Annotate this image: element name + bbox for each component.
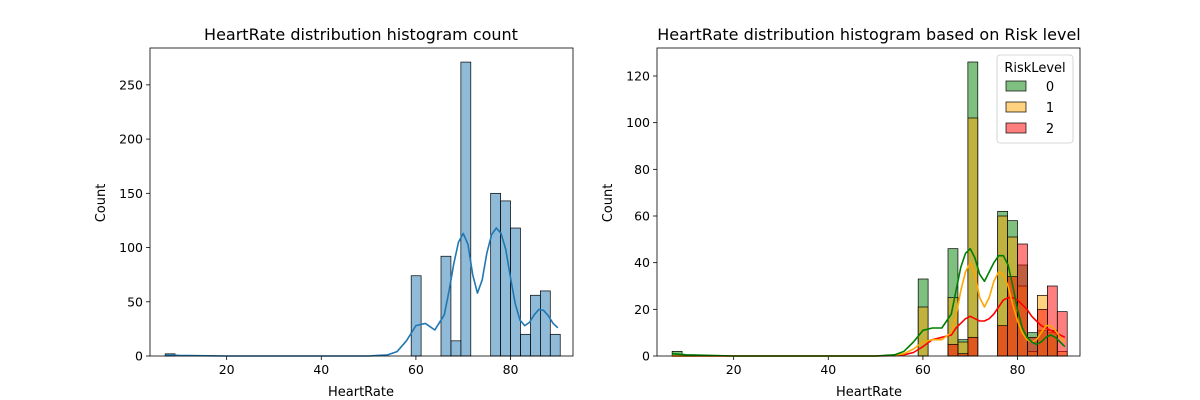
y-axis-label: Count (94, 184, 109, 223)
histogram-bar (490, 192, 501, 357)
x-axis-label: HeartRate (836, 385, 902, 400)
plot-area: 20 40 60 80 0 50 100 150 200 250 (119, 47, 574, 377)
histogram-bar-risk-1 (967, 117, 979, 357)
axes-frame (656, 47, 1081, 357)
histogram-bar (500, 200, 511, 357)
histogram-bar-risk-2 (1047, 285, 1058, 357)
y-tick-label: 100 (626, 115, 650, 130)
x-tick-label: 40 (313, 362, 329, 377)
x-tick-label: 60 (915, 362, 931, 377)
legend-title: RiskLevel (1004, 61, 1065, 76)
x-tick-label: 60 (408, 362, 424, 377)
histogram-bar (510, 227, 521, 357)
y-tick-label: 250 (119, 77, 143, 92)
histogram-bar-risk-2 (1037, 308, 1048, 357)
x-axis-label: HeartRate (328, 385, 394, 400)
legend: RiskLevel 0 1 2 (996, 54, 1074, 144)
legend-box (996, 54, 1074, 144)
y-tick-label: 200 (119, 132, 143, 147)
y-tick-label: 100 (119, 240, 143, 255)
histogram-bar-risk-2 (997, 325, 1008, 357)
y-tick-label: 120 (626, 69, 650, 84)
histogram-bar (520, 333, 531, 357)
chart-heartrate-risk: HeartRate distribution histogram based o… (601, 25, 1081, 400)
x-tick-label: 20 (219, 362, 235, 377)
legend-swatch-0 (1005, 80, 1027, 92)
y-tick-label: 0 (642, 349, 650, 364)
axes-frame (149, 47, 574, 357)
histogram-bar (450, 340, 462, 357)
histogram-bar-risk-2 (967, 336, 979, 357)
y-tick-label: 80 (634, 162, 650, 177)
x-tick-label: 80 (503, 362, 519, 377)
chart-title: HeartRate distribution histogram based o… (657, 25, 1080, 44)
y-tick-label: 60 (634, 209, 650, 224)
histogram-bar (530, 294, 541, 357)
histogram-bar (410, 275, 422, 357)
y-axis-label: Count (601, 184, 616, 223)
y-tick-label: 50 (127, 294, 143, 309)
kde-line (165, 227, 559, 357)
legend-entry-0: 0 (1046, 80, 1054, 95)
histogram-bar-risk-2 (947, 343, 959, 357)
chart-heartrate-count: HeartRate distribution histogram count H… (94, 25, 574, 400)
y-tick-label: 20 (634, 302, 650, 317)
legend-swatch-1 (1005, 101, 1027, 113)
legend-entry-2: 2 (1046, 122, 1054, 137)
y-tick-label: 0 (135, 349, 143, 364)
chart-title: HeartRate distribution histogram count (204, 25, 518, 44)
y-tick-label: 150 (119, 186, 143, 201)
x-tick-label: 20 (726, 362, 742, 377)
histogram-bar (540, 290, 551, 357)
legend-entry-1: 1 (1046, 101, 1054, 116)
histogram-bar (549, 333, 561, 357)
y-tick-label: 40 (634, 255, 650, 270)
x-tick-label: 80 (1010, 362, 1026, 377)
kde-line-risk-0 (672, 247, 1066, 357)
legend-swatch-2 (1005, 122, 1027, 134)
histogram-bar (460, 61, 472, 357)
x-tick-label: 40 (820, 362, 836, 377)
